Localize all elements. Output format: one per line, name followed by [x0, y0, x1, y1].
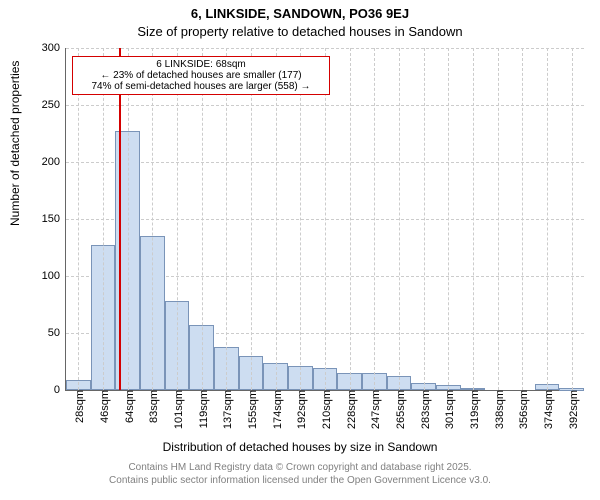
grid-line	[424, 48, 425, 390]
x-tick-label: 192sqm	[292, 390, 308, 429]
x-tick-label: 210sqm	[317, 390, 333, 429]
x-tick-label: 301sqm	[440, 390, 456, 429]
y-tick-label: 150	[42, 213, 66, 225]
chart-subtitle: Size of property relative to detached ho…	[0, 24, 600, 39]
x-tick-label: 392sqm	[564, 390, 580, 429]
footer-line-1: Contains HM Land Registry data © Crown c…	[0, 462, 600, 475]
x-tick-label: 155sqm	[243, 390, 259, 429]
x-tick-label: 265sqm	[391, 390, 407, 429]
annotation-box: 6 LINKSIDE: 68sqm← 23% of detached house…	[72, 56, 330, 95]
y-tick-label: 50	[48, 327, 66, 339]
x-tick-label: 137sqm	[218, 390, 234, 429]
grid-line	[202, 48, 203, 390]
grid-line	[325, 48, 326, 390]
x-tick-label: 338sqm	[490, 390, 506, 429]
y-tick-label: 0	[54, 384, 66, 396]
x-tick-label: 319sqm	[465, 390, 481, 429]
x-tick-label: 283sqm	[416, 390, 432, 429]
grid-line	[300, 48, 301, 390]
grid-line	[251, 48, 252, 390]
grid-line	[374, 48, 375, 390]
annotation-line: 74% of semi-detached houses are larger (…	[77, 81, 325, 92]
grid-line	[572, 48, 573, 390]
x-tick-label: 28sqm	[70, 390, 86, 423]
x-tick-label: 374sqm	[539, 390, 555, 429]
reference-line	[119, 48, 121, 390]
grid-line	[226, 48, 227, 390]
footer-attribution: Contains HM Land Registry data © Crown c…	[0, 462, 600, 487]
grid-line	[350, 48, 351, 390]
x-tick-label: 228sqm	[342, 390, 358, 429]
x-tick-label: 46sqm	[95, 390, 111, 423]
chart-title: 6, LINKSIDE, SANDOWN, PO36 9EJ	[0, 6, 600, 21]
grid-line	[128, 48, 129, 390]
grid-line	[473, 48, 474, 390]
grid-line	[522, 48, 523, 390]
footer-line-2: Contains public sector information licen…	[0, 475, 600, 488]
x-tick-label: 101sqm	[169, 390, 185, 429]
x-axis-label: Distribution of detached houses by size …	[0, 440, 600, 454]
x-tick-label: 247sqm	[366, 390, 382, 429]
grid-line	[78, 48, 79, 390]
y-tick-label: 100	[42, 270, 66, 282]
x-tick-label: 119sqm	[194, 390, 210, 428]
chart-container: 6, LINKSIDE, SANDOWN, PO36 9EJ Size of p…	[0, 0, 600, 500]
grid-line	[103, 48, 104, 390]
grid-line	[448, 48, 449, 390]
x-tick-label: 64sqm	[120, 390, 136, 423]
annotation-line: ← 23% of detached houses are smaller (17…	[77, 70, 325, 81]
y-tick-label: 250	[42, 99, 66, 111]
annotation-line: 6 LINKSIDE: 68sqm	[77, 59, 325, 70]
grid-line	[399, 48, 400, 390]
grid-line	[276, 48, 277, 390]
grid-line	[547, 48, 548, 390]
x-tick-label: 83sqm	[144, 390, 160, 423]
plot-area: 05010015020025030028sqm46sqm64sqm83sqm10…	[65, 48, 584, 391]
grid-line	[498, 48, 499, 390]
grid-line	[177, 48, 178, 390]
y-tick-label: 300	[42, 42, 66, 54]
grid-line	[152, 48, 153, 390]
y-tick-label: 200	[42, 156, 66, 168]
x-tick-label: 174sqm	[268, 390, 284, 429]
x-tick-label: 356sqm	[514, 390, 530, 429]
